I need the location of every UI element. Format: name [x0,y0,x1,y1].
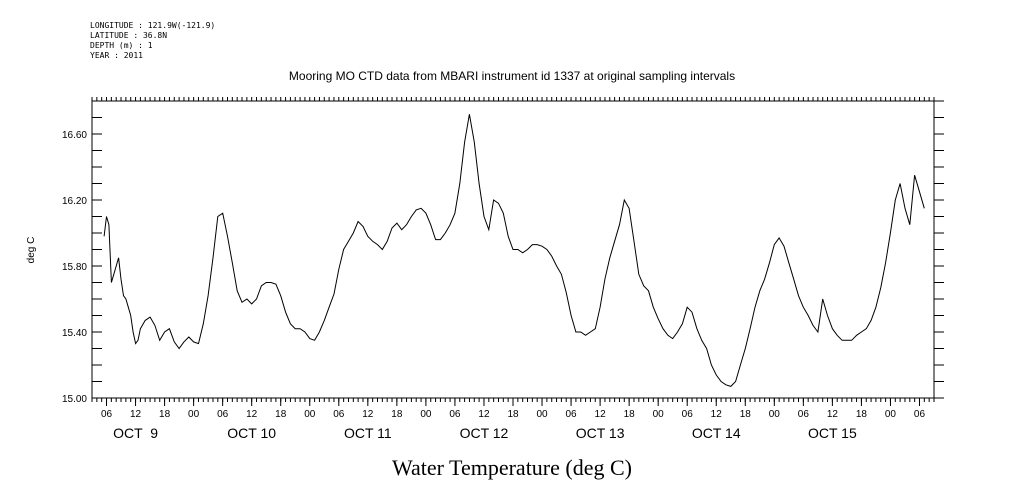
y-tick-label: 15.40 [62,328,87,339]
x-hour-tick-label: 12 [827,409,839,420]
x-hour-tick-label: 06 [566,409,578,420]
x-day-label: OCT 10 [227,425,276,441]
y-tick-label: 15.80 [62,262,87,273]
x-hour-tick-label: 12 [711,409,723,420]
x-hour-tick-label: 12 [595,409,607,420]
x-day-label: OCT 14 [692,425,741,441]
x-hour-tick-label: 18 [159,409,171,420]
year-text: YEAR : 2011 [90,51,143,60]
x-hour-tick-label: 12 [362,409,374,420]
x-hour-tick-label: 06 [101,409,113,420]
x-day-label: OCT 15 [808,425,857,441]
x-hour-tick-label: 06 [217,409,229,420]
x-hour-tick-label: 12 [130,409,142,420]
x-hour-tick-label: 18 [856,409,868,420]
x-day-label: OCT 12 [460,425,509,441]
y-tick-label: 15.00 [62,394,87,405]
header-info: LONGITUDE : 121.9W(-121.9) LATITUDE : 36… [90,21,215,61]
x-hour-tick-label: 00 [769,409,781,420]
x-hour-tick-label: 06 [682,409,694,420]
x-hour-tick-label: 18 [740,409,752,420]
x-hour-tick-label: 18 [391,409,403,420]
plot-area: 06 12 18 00 06 12 18 00 06 12 18 00 06 12 18 00 06 12 18 00… [62,97,944,441]
y-tick-label: 16.20 [62,196,87,207]
depth-text: DEPTH (m) : 1 [90,41,153,50]
x-hour-tick-label: 18 [275,409,287,420]
x-hour-tick-label: 06 [333,409,345,420]
x-day-label: OCT 11 [344,425,392,441]
x-hour-tick-label: 00 [885,409,897,420]
x-hour-tick-label: 06 [798,409,810,420]
latitude-text: LATITUDE : 36.8N [90,31,168,40]
x-day-label: OCT 13 [576,425,625,441]
chart-title: Mooring MO CTD data from MBARI instrumen… [289,69,735,83]
bottom-title: Water Temperature (deg C) [392,455,632,480]
y-tick-label: 16.60 [62,130,87,141]
x-hour-tick-label: 00 [188,409,200,420]
temperature-series-line [103,114,925,387]
x-hour-tick-label: 12 [478,409,490,420]
x-day-label: OCT 9 [113,425,158,441]
x-hour-tick-label: 18 [624,409,636,420]
longitude-text: LONGITUDE : 121.9W(-121.9) [90,21,216,30]
x-hour-tick-label: 18 [507,409,519,420]
x-hour-tick-label: 06 [914,409,926,420]
y-axis-label: deg C [26,237,37,264]
x-hour-tick-label: 00 [304,409,316,420]
x-hour-tick-label: 12 [246,409,258,420]
x-hour-tick-label: 00 [420,409,432,420]
x-hour-tick-label: 00 [536,409,548,420]
x-hour-tick-label: 06 [449,409,461,420]
x-hour-tick-label: 00 [653,409,665,420]
